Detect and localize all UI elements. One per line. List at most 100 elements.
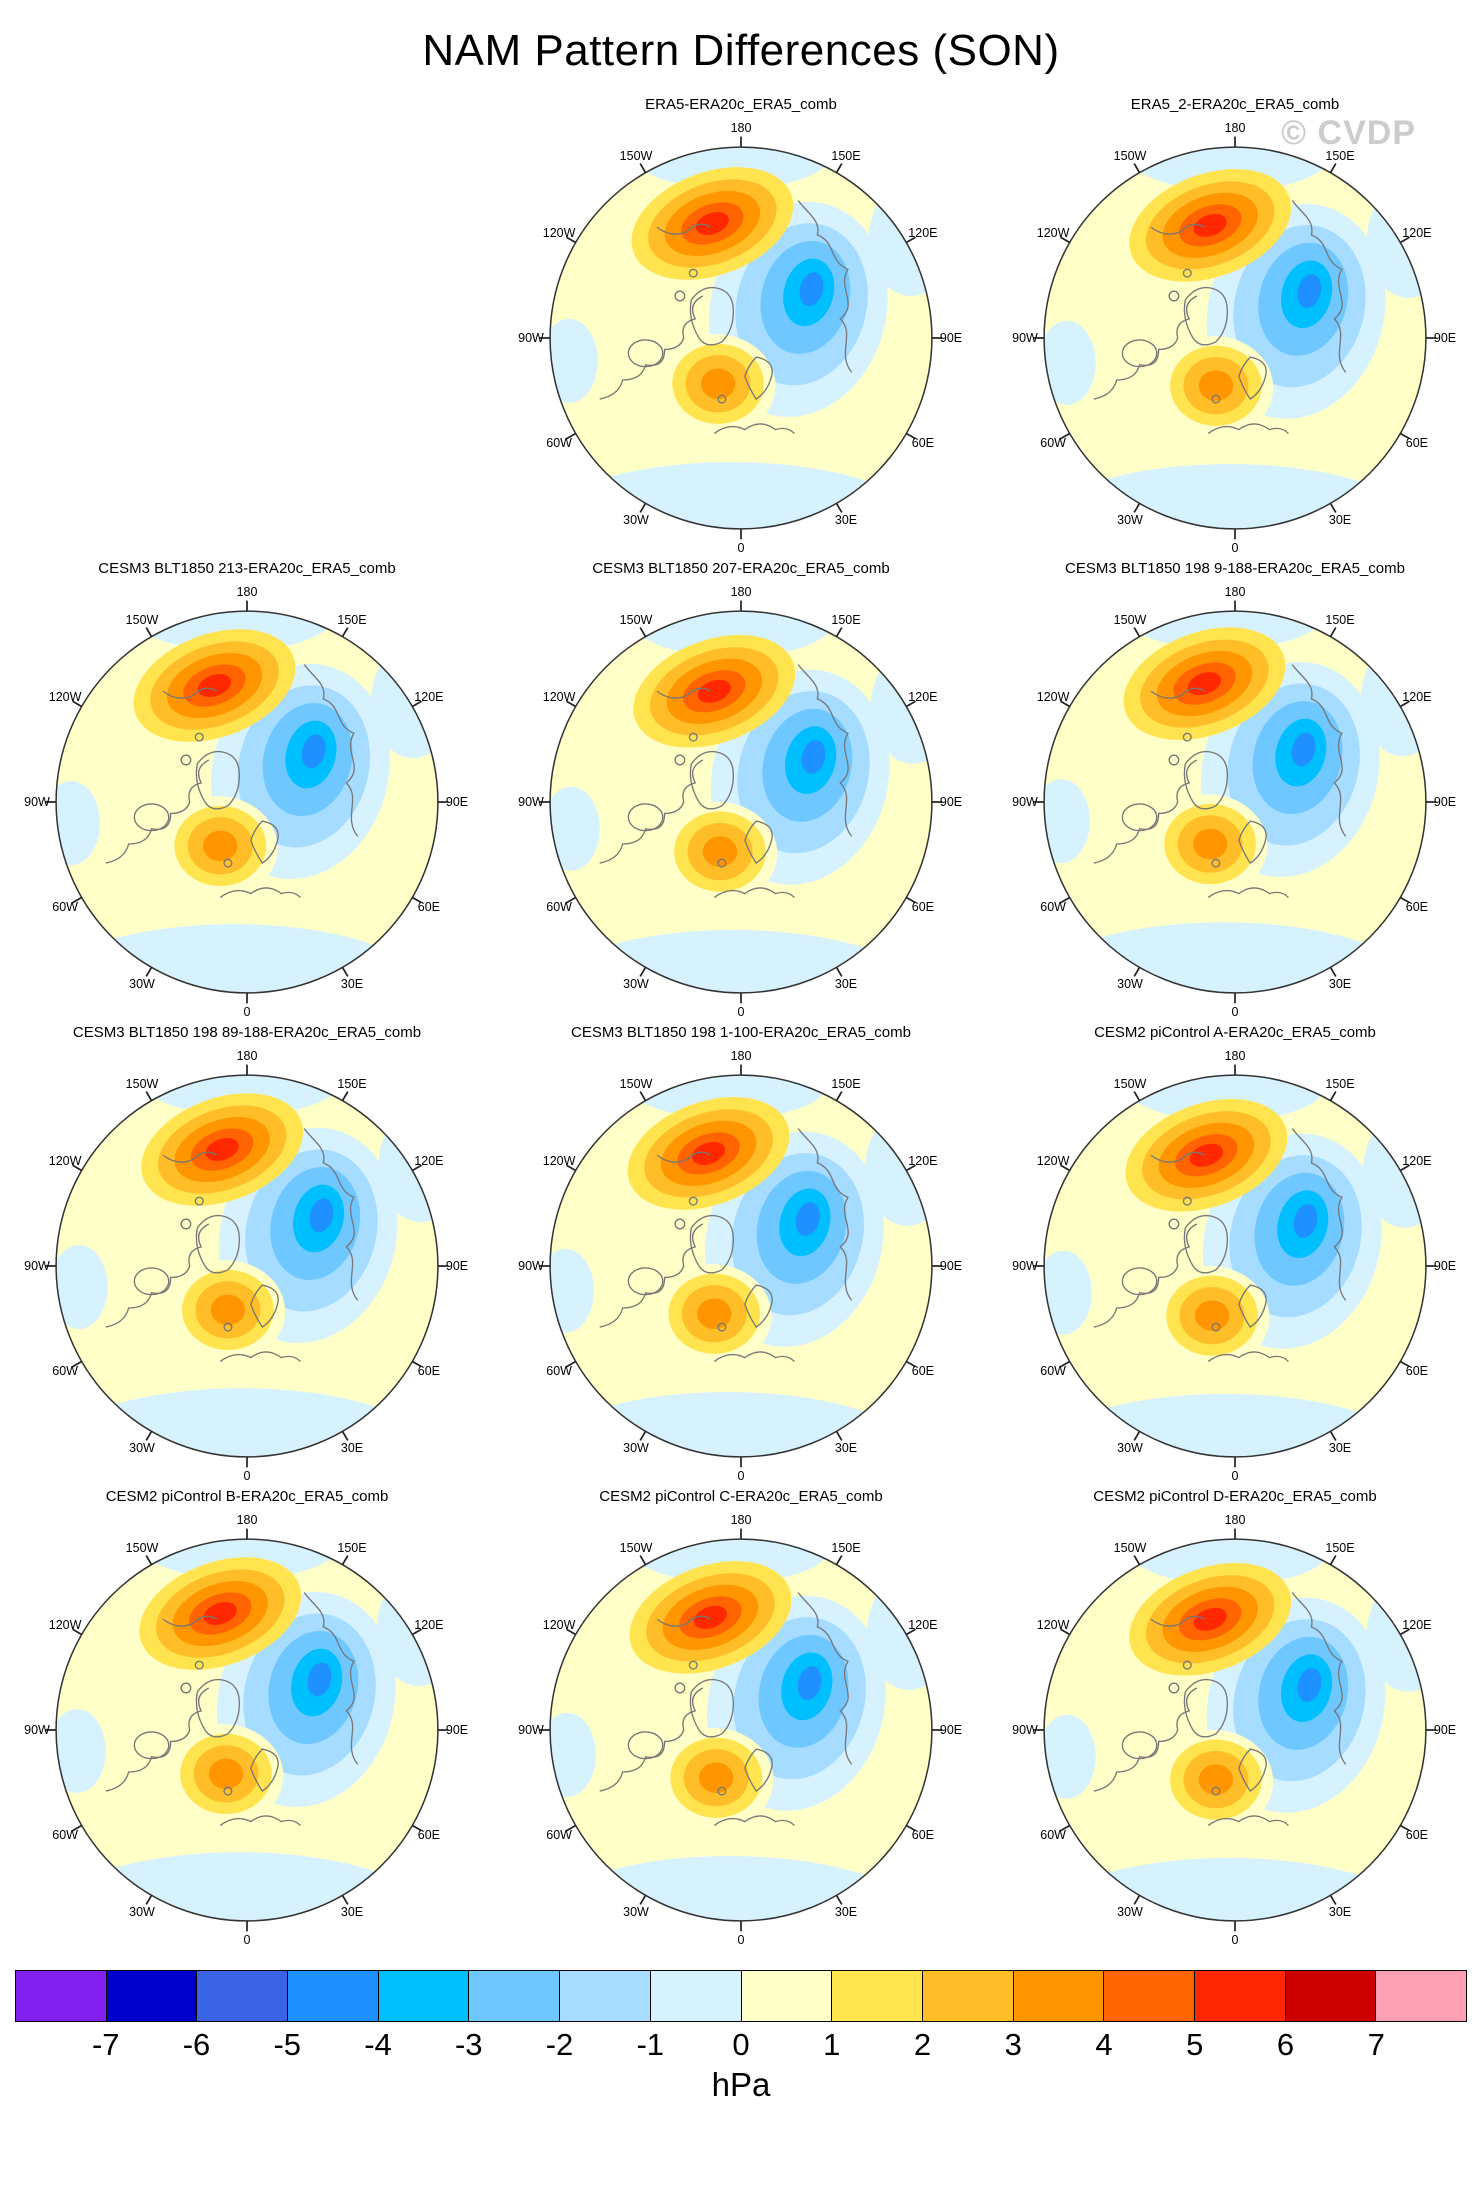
longitude-label: 120W <box>1036 1618 1070 1632</box>
map-panel: CESM3 BLT1850 198 9-188-ERA20c_ERA5_comb… <box>988 550 1482 1019</box>
longitude-label: 60E <box>1405 436 1429 450</box>
longitude-label: 60E <box>1405 900 1429 914</box>
colorbar-unit-label: hPa <box>711 2066 771 2103</box>
longitude-label: 90E <box>1433 795 1457 809</box>
longitude-label: 90W <box>24 1259 50 1273</box>
map-svg <box>1033 600 1437 1004</box>
map-panel: CESM3 BLT1850 207-ERA20c_ERA5_comb 180 150… <box>494 550 988 1019</box>
colorbar-tick-label: -1 <box>636 2027 665 2062</box>
longitude-label: 60E <box>1405 1364 1429 1378</box>
map-svg <box>45 1528 449 1932</box>
longitude-label: 150E <box>831 149 861 164</box>
longitude-label: 150W <box>619 1541 653 1556</box>
colorbar-cell <box>287 1971 378 2021</box>
colorbar-tick-label: 7 <box>1367 2027 1385 2062</box>
longitude-label: 30E <box>834 1904 858 1919</box>
longitude-label: 150W <box>1113 149 1147 164</box>
longitude-label: 120E <box>908 1618 938 1632</box>
longitude-label: 90E <box>939 1723 963 1737</box>
map-svg <box>45 1064 449 1468</box>
map-panel: CESM3 BLT1850 213-ERA20c_ERA5_comb 180 150… <box>0 550 494 1019</box>
longitude-label: 60W <box>52 1364 78 1378</box>
longitude-label: 180 <box>236 1049 258 1063</box>
map-svg <box>45 600 449 1004</box>
map-svg <box>1033 1528 1437 1932</box>
map-panel: CESM3 BLT1850 198 89-188-ERA20c_ERA5_com… <box>0 1014 494 1483</box>
longitude-label: 180 <box>730 121 752 135</box>
longitude-label: 150W <box>1113 1077 1147 1092</box>
longitude-label: 30W <box>623 512 649 527</box>
longitude-label: 60E <box>1405 1828 1429 1842</box>
longitude-label: 60E <box>911 436 935 450</box>
longitude-label: 180 <box>236 585 258 599</box>
panel-title: CESM3 BLT1850 198 1-100-ERA20c_ERA5_comb <box>571 1024 911 1041</box>
longitude-label: 180 <box>1224 585 1246 599</box>
longitude-label: 150E <box>1325 1541 1355 1556</box>
longitude-label: 120E <box>908 690 938 704</box>
longitude-label: 150E <box>1325 1077 1355 1092</box>
panel-title: CESM2 piControl A-ERA20c_ERA5_comb <box>1094 1024 1376 1041</box>
longitude-label: 30W <box>623 976 649 991</box>
longitude-label: 150E <box>831 1541 861 1556</box>
panel-title: CESM3 BLT1850 213-ERA20c_ERA5_comb <box>98 560 396 577</box>
longitude-label: 150E <box>1325 613 1355 628</box>
longitude-label: 120E <box>414 690 444 704</box>
longitude-label: 30W <box>129 1904 155 1919</box>
polar-map: 180 150E 120E 90E 60E 30E 0 30W 60W 90W 120W 150W <box>24 1049 468 1483</box>
polar-map: 180 150E 120E 90E 60E 30E 0 30W 60W 90W 120W 150W <box>518 585 962 1019</box>
longitude-label: 180 <box>730 585 752 599</box>
longitude-label: 0 <box>243 1933 251 1947</box>
colorbar: -7 -6 -5 -4 -3 -2 -1 0 1 2 3 4 5 6 7 hPa <box>15 1970 1467 2122</box>
longitude-label: 150W <box>619 149 653 164</box>
longitude-label: 0 <box>1231 1933 1239 1947</box>
longitude-label: 180 <box>1224 1049 1246 1063</box>
longitude-label: 60E <box>911 900 935 914</box>
longitude-label: 90E <box>445 795 469 809</box>
longitude-label: 120W <box>1036 1154 1070 1168</box>
longitude-label: 120E <box>1402 226 1432 240</box>
colorbar-cell <box>1284 1971 1376 2021</box>
longitude-label: 30E <box>1328 976 1352 991</box>
colorbar-cell <box>1193 1971 1285 2021</box>
longitude-label: 30E <box>834 1440 858 1455</box>
longitude-label: 90E <box>445 1723 469 1737</box>
longitude-label: 180 <box>1224 121 1246 135</box>
longitude-label: 0 <box>1231 1469 1239 1483</box>
longitude-label: 150E <box>337 613 367 628</box>
longitude-label: 120W <box>1036 690 1070 704</box>
colorbar-tick-label: -6 <box>182 2027 211 2062</box>
colorbar-tick-label: 5 <box>1186 2027 1204 2062</box>
longitude-label: 120W <box>48 1618 82 1632</box>
longitude-label: 30W <box>129 976 155 991</box>
polar-map: 180 150E 120E 90E 60E 30E 0 30W 60W 90W 120W 150W <box>1012 121 1456 555</box>
longitude-label: 120E <box>1402 1618 1432 1632</box>
longitude-label: 90W <box>518 1723 544 1737</box>
polar-map: 180 150E 120E 90E 60E 30E 0 30W 60W 90W 120W 150W <box>1012 1513 1456 1947</box>
cvdp-watermark: © CVDP <box>1281 114 1416 152</box>
longitude-label: 60E <box>911 1364 935 1378</box>
colorbar-cells <box>15 1970 1467 2022</box>
panel-title: CESM3 BLT1850 198 9-188-ERA20c_ERA5_comb <box>1065 560 1405 577</box>
longitude-label: 30W <box>1117 1440 1143 1455</box>
longitude-label: 90W <box>518 331 544 345</box>
map-panel: CESM2 piControl B-ERA20c_ERA5_comb 180 150… <box>0 1478 494 1947</box>
longitude-label: 90W <box>24 1723 50 1737</box>
longitude-label: 0 <box>243 1469 251 1483</box>
polar-map: 180 150E 120E 90E 60E 30E 0 30W 60W 90W 120W 150W <box>518 1049 962 1483</box>
colorbar-cell <box>649 1971 741 2021</box>
map-svg <box>1033 1064 1437 1468</box>
longitude-label: 120E <box>1402 690 1432 704</box>
colorbar-cell <box>559 1971 650 2021</box>
polar-map: 180 150E 120E 90E 60E 30E 0 30W 60W 90W 120W 150W <box>1012 585 1456 1019</box>
longitude-label: 60E <box>417 1364 441 1378</box>
colorbar-cell <box>468 1971 560 2021</box>
longitude-label: 0 <box>1231 541 1239 555</box>
longitude-label: 30E <box>1328 1440 1352 1455</box>
longitude-label: 120E <box>1402 1154 1432 1168</box>
polar-map: 180 150E 120E 90E 60E 30E 0 30W 60W 90W 120W 150W <box>24 1513 468 1947</box>
panel-title: CESM3 BLT1850 198 89-188-ERA20c_ERA5_com… <box>72 1024 422 1041</box>
longitude-label: 30E <box>1328 1904 1352 1919</box>
longitude-label: 0 <box>737 541 745 555</box>
longitude-label: 90E <box>445 1259 469 1273</box>
longitude-label: 150W <box>619 613 653 628</box>
